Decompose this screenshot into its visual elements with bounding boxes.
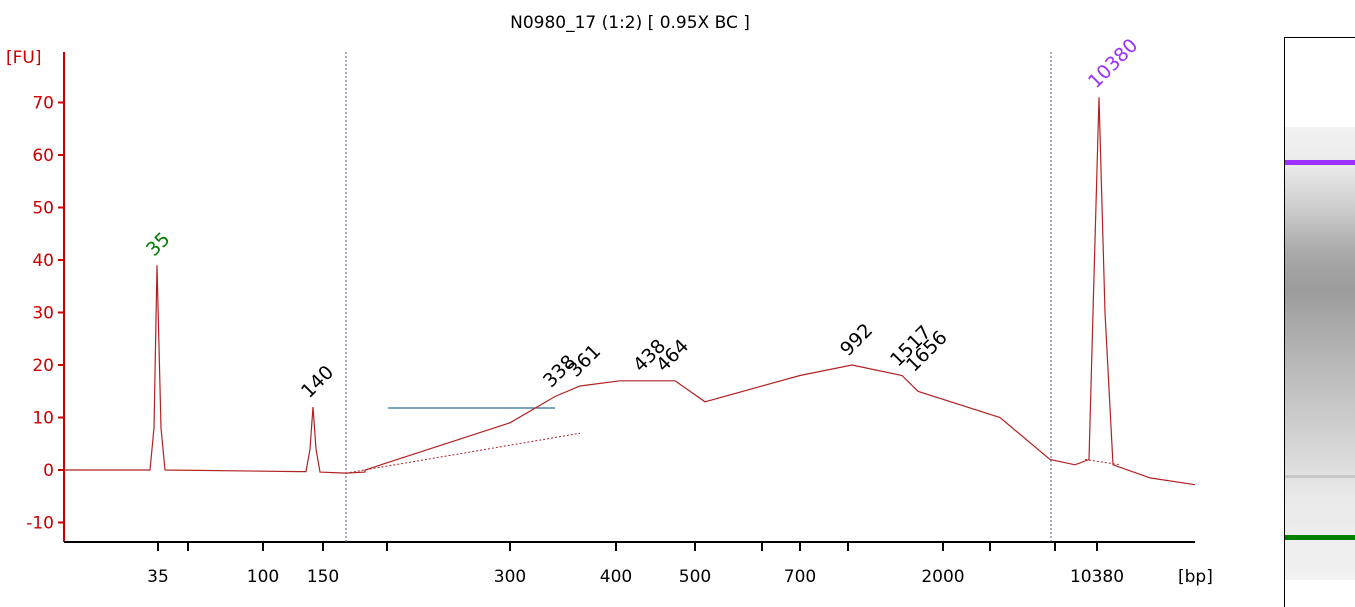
y-tick-label: 50 [32,199,54,219]
y-tick-label: -10 [26,514,54,534]
x-tick-label: 300 [494,567,526,587]
y-tick-label: 20 [32,356,54,376]
gel-image-panel [1284,37,1355,607]
gel-band [1285,475,1355,478]
peak-label: 10380 [1084,34,1142,92]
peak-label: 140 [297,361,338,402]
baseline-line [1084,459,1121,466]
baseline-line [345,432,581,474]
y-tick-label: 60 [32,146,54,166]
x-axis-label: [bp] [1178,567,1213,587]
x-tick-label: 500 [679,567,711,587]
peak-label: 992 [836,319,877,360]
gel-band [1285,160,1355,165]
y-tick-label: 70 [32,94,54,114]
series-trace [64,97,1196,486]
x-tick-label: 10380 [1070,567,1124,587]
y-axis-label: [FU] [6,48,42,68]
region-markers [345,52,1052,542]
trace-line [64,97,1196,486]
gel-band [1285,535,1355,540]
x-tick-label: 100 [247,567,279,587]
chart-title: N0980_17 (1:2) [ 0.95X BC ] [510,13,750,33]
x-ticks: 35 100 150 300 400 500 700 2000 10380 [147,542,1124,587]
x-tick-label: 700 [784,567,816,587]
axes [63,52,1195,543]
x-tick-label: 150 [307,567,339,587]
x-tick-label: 35 [147,567,169,587]
x-tick-label: 2000 [921,567,964,587]
electropherogram-chart: N0980_17 (1:2) [ 0.95X BC ] [FU] [bp] -1… [6,13,1213,587]
peak-label: 35 [142,228,175,261]
y-ticks: -10 0 10 20 30 40 50 60 70 [26,94,64,534]
y-tick-label: 40 [32,251,54,271]
y-tick-label: 10 [32,409,54,429]
y-tick-label: 30 [32,304,54,324]
y-tick-label: 0 [43,461,54,481]
x-tick-label: 400 [600,567,632,587]
gel-lane [1285,127,1355,580]
